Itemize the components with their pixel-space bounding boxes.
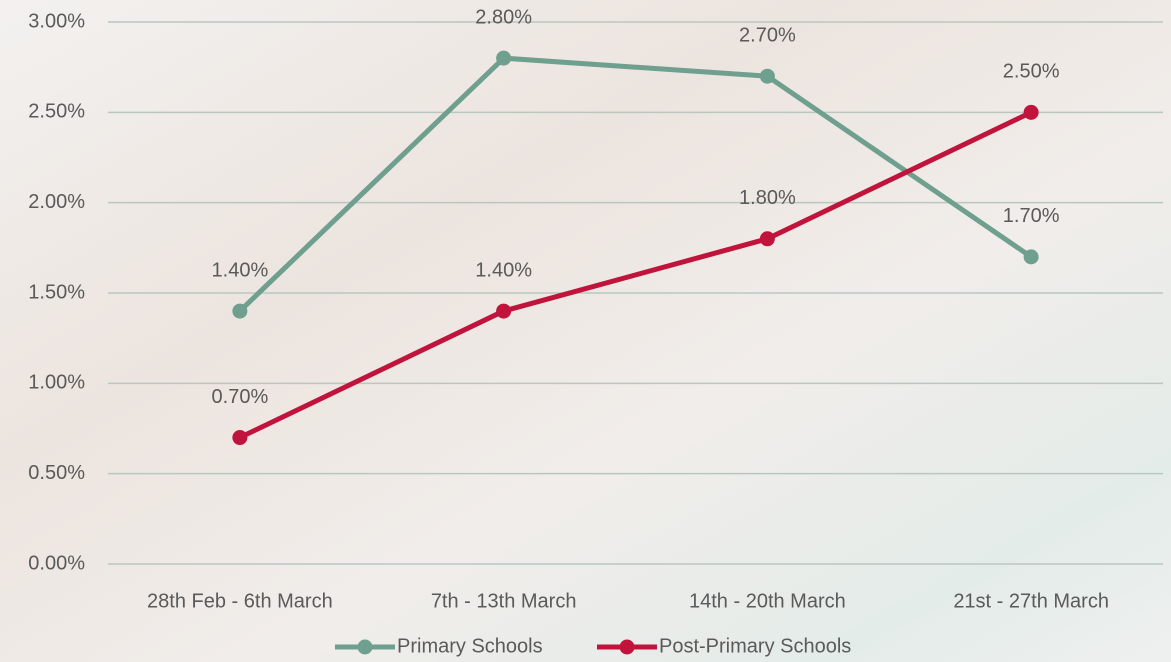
data-label: 2.80% xyxy=(475,6,532,28)
x-tick-label: 28th Feb - 6th March xyxy=(147,590,333,612)
x-tick-label: 7th - 13th March xyxy=(431,590,577,612)
data-point xyxy=(1024,105,1039,120)
y-tick-label: 1.00% xyxy=(28,372,85,394)
data-point xyxy=(232,304,247,319)
data-point xyxy=(496,304,511,319)
background xyxy=(0,0,1171,662)
y-tick-label: 1.50% xyxy=(28,281,85,303)
data-label: 1.70% xyxy=(1003,205,1060,227)
chart: 0.00% 0.50% 1.00% 1.50% 2.00% 2.50% 3.00% 28th … xyxy=(0,0,1171,662)
data-point xyxy=(1024,249,1039,264)
x-tick-label: 14th - 20th March xyxy=(689,590,846,612)
data-label: 1.40% xyxy=(212,259,269,281)
legend-marker xyxy=(358,640,373,655)
data-point xyxy=(232,430,247,445)
data-label: 1.80% xyxy=(739,187,796,209)
y-tick-label: 0.50% xyxy=(28,462,85,484)
y-tick-label: 0.00% xyxy=(28,552,85,574)
data-label: 2.50% xyxy=(1003,61,1060,83)
y-tick-label: 2.50% xyxy=(28,101,85,123)
y-tick-label: 3.00% xyxy=(28,10,85,32)
legend-label: Post-Primary Schools xyxy=(659,635,851,657)
data-point xyxy=(760,231,775,246)
x-tick-label: 21st - 27th March xyxy=(953,590,1109,612)
data-point xyxy=(760,69,775,84)
legend-marker xyxy=(620,640,635,655)
data-label: 2.70% xyxy=(739,24,796,46)
data-label: 0.70% xyxy=(212,386,269,408)
page: {"chart_data": {"type": "line", "categor… xyxy=(0,0,1171,662)
data-point xyxy=(496,51,511,66)
data-label: 1.40% xyxy=(475,259,532,281)
y-tick-label: 2.00% xyxy=(28,191,85,213)
legend-label: Primary Schools xyxy=(397,635,543,657)
